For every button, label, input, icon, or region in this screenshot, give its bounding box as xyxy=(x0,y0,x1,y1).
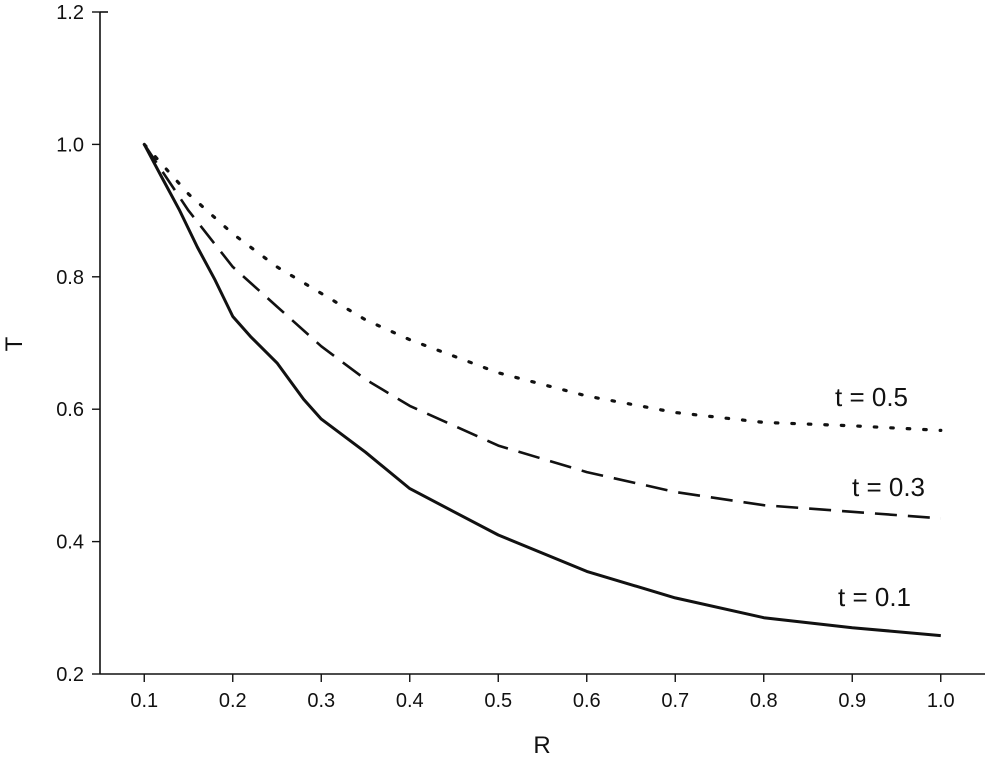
x-tick-label: 1.0 xyxy=(927,690,955,712)
curve-label-t05: t = 0.5 xyxy=(835,382,908,412)
x-tick-label: 0.6 xyxy=(573,690,601,712)
y-tick-label: 1.2 xyxy=(56,2,84,24)
y-tick-label: 0.2 xyxy=(56,664,84,686)
series-lines xyxy=(142,142,943,638)
y-tick-label: 0.8 xyxy=(56,267,84,289)
y-ticks: 0.2 0.4 0.6 0.8 1.0 1.2 xyxy=(56,2,100,686)
series-line-solid xyxy=(142,143,941,638)
series-line-dashed xyxy=(143,143,941,520)
curve-label-t03: t = 0.3 xyxy=(852,472,925,502)
x-axis-label: R xyxy=(533,732,550,759)
y-axis-label: T xyxy=(1,336,28,351)
x-ticks: 0.1 0.2 0.3 0.4 0.5 0.6 0.7 0.8 0.9 1.0 xyxy=(130,674,955,712)
x-tick-label: 0.5 xyxy=(484,690,512,712)
x-tick-label: 0.4 xyxy=(396,690,424,712)
y-tick-label: 1.0 xyxy=(56,134,84,156)
x-tick-label: 0.1 xyxy=(130,690,158,712)
x-tick-label: 0.2 xyxy=(219,690,247,712)
y-tick-label: 0.6 xyxy=(56,399,84,421)
y-tick-label: 0.4 xyxy=(56,532,84,554)
x-tick-label: 0.3 xyxy=(307,690,335,712)
x-tick-label: 0.9 xyxy=(838,690,866,712)
series-line-dotted xyxy=(142,142,943,432)
curve-label-t01: t = 0.1 xyxy=(838,582,911,612)
x-tick-label: 0.8 xyxy=(750,690,778,712)
axes xyxy=(99,11,985,675)
x-tick-label: 0.7 xyxy=(661,690,689,712)
